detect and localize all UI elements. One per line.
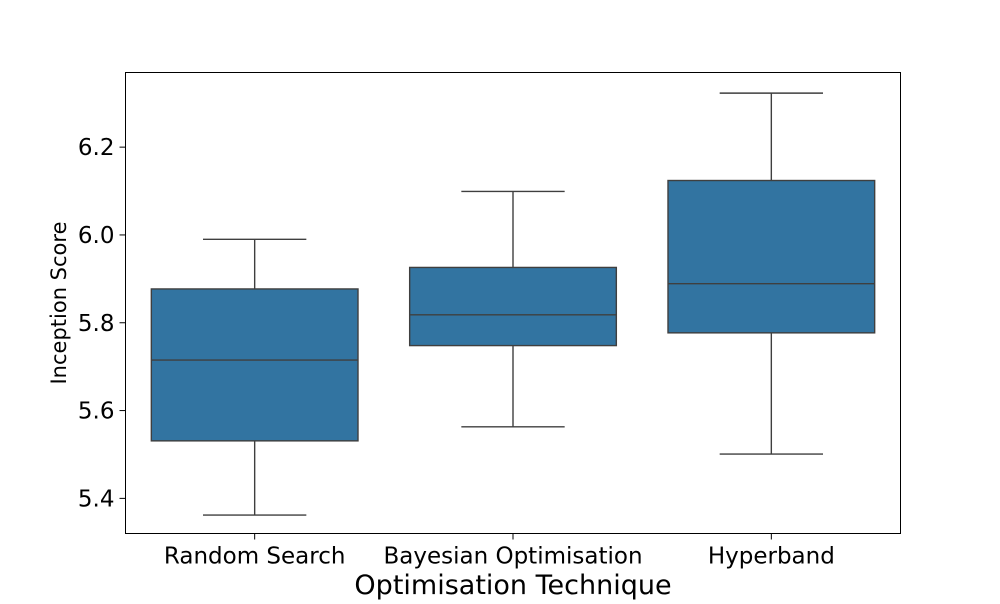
- x-axis-ticks: Random Search Bayesian Optimisation Hyperb…: [164, 533, 835, 570]
- box-iqr: [667, 179, 876, 334]
- y-axis-title: Inception Score: [47, 221, 71, 384]
- y-tick-label: 5.8: [78, 311, 115, 337]
- box-group: [408, 190, 618, 428]
- y-tick-label: 6.2: [78, 135, 115, 161]
- x-tick-label: Hyperband: [708, 544, 835, 570]
- y-tick-label: 6.0: [78, 223, 115, 249]
- x-axis-title: Optimisation Technique: [354, 570, 671, 600]
- box-group: [150, 238, 359, 516]
- y-tick-label: 5.6: [78, 399, 115, 425]
- y-tick-label: 5.4: [78, 486, 115, 512]
- box-iqr: [150, 288, 359, 442]
- y-axis-ticks: 5.4 5.6 5.8 6.0 6.2: [78, 135, 126, 512]
- boxes-layer: [150, 92, 876, 516]
- box-group: [667, 92, 876, 455]
- box-iqr: [408, 266, 618, 347]
- x-tick-label: Bayesian Optimisation: [383, 544, 642, 570]
- x-tick-label: Random Search: [164, 544, 346, 570]
